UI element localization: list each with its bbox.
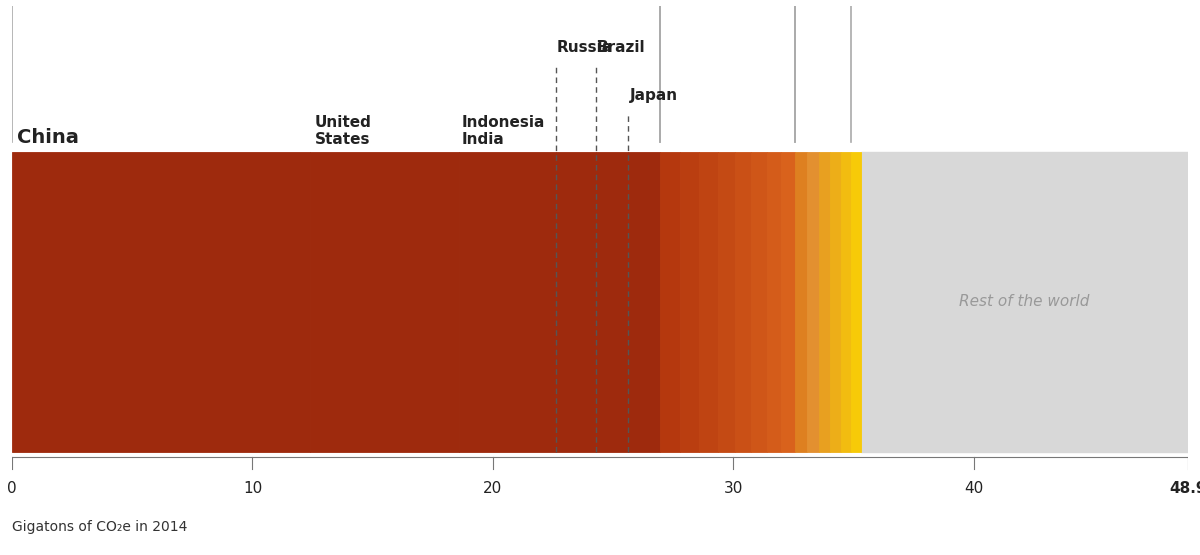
Bar xyxy=(830,153,841,452)
Text: 48.9: 48.9 xyxy=(1169,481,1200,497)
Text: 30: 30 xyxy=(724,481,743,497)
Text: 0: 0 xyxy=(7,481,17,497)
Text: Indonesia
India: Indonesia India xyxy=(462,115,545,147)
Text: Rest of the world: Rest of the world xyxy=(959,295,1090,310)
Bar xyxy=(460,153,556,452)
Bar xyxy=(841,153,851,452)
Bar xyxy=(794,153,808,452)
Bar xyxy=(596,153,629,452)
Text: Russia: Russia xyxy=(557,39,613,54)
Text: 20: 20 xyxy=(484,481,503,497)
Text: 40: 40 xyxy=(965,481,984,497)
Bar xyxy=(851,153,862,452)
Text: 10: 10 xyxy=(242,481,262,497)
Bar xyxy=(767,153,781,452)
Bar xyxy=(629,153,660,452)
Bar xyxy=(808,153,818,452)
Bar xyxy=(718,153,734,452)
Bar xyxy=(556,153,596,452)
Bar xyxy=(818,153,830,452)
Bar xyxy=(12,153,311,452)
Bar xyxy=(660,153,680,452)
Text: Gigatons of CO₂e in 2014: Gigatons of CO₂e in 2014 xyxy=(12,519,187,533)
Bar xyxy=(680,153,700,452)
Text: United
States: United States xyxy=(316,115,372,147)
Text: China: China xyxy=(17,128,79,147)
Bar xyxy=(734,153,751,452)
Bar xyxy=(751,153,767,452)
Bar xyxy=(862,153,1188,452)
Bar xyxy=(781,153,794,452)
Text: Japan: Japan xyxy=(630,88,678,103)
Bar xyxy=(700,153,718,452)
Text: Brazil: Brazil xyxy=(598,39,646,54)
Bar xyxy=(311,153,460,452)
